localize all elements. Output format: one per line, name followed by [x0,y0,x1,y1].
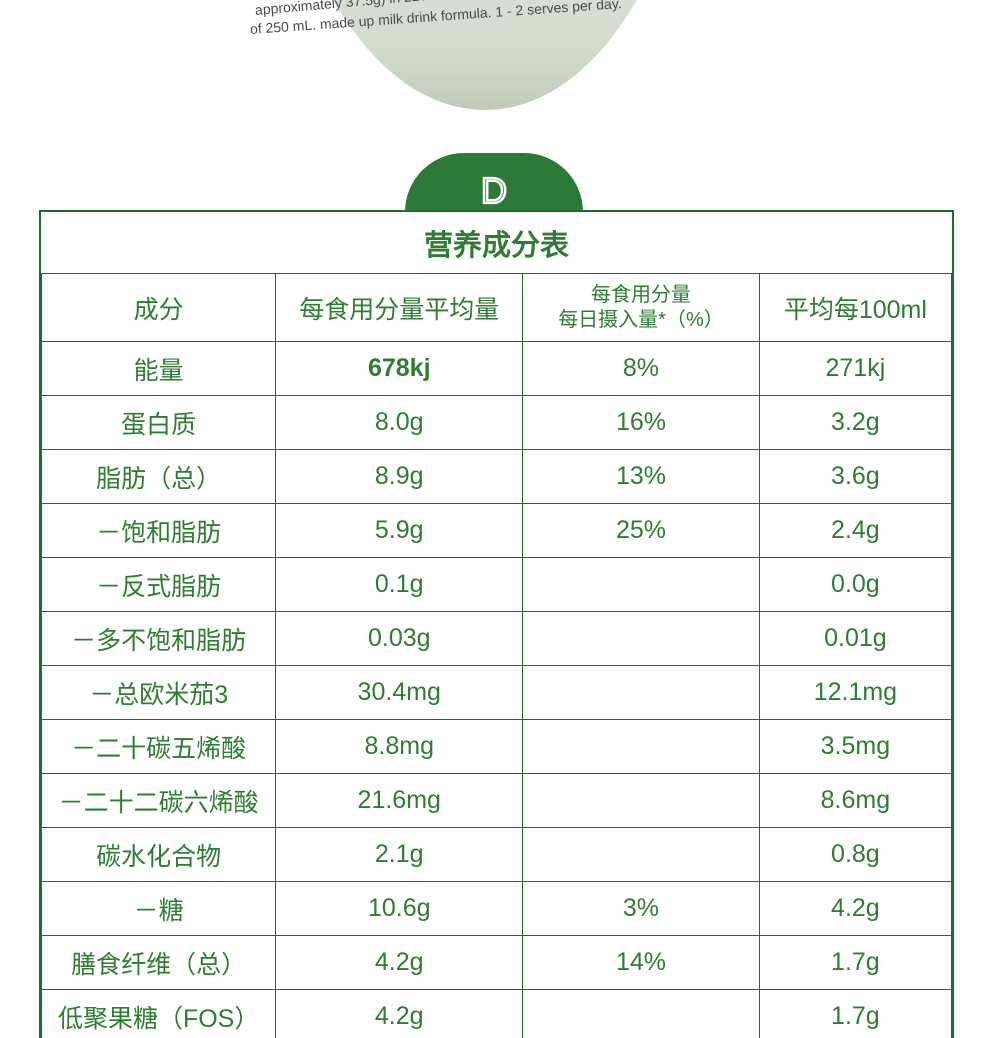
svg-text:D: D [481,170,507,211]
